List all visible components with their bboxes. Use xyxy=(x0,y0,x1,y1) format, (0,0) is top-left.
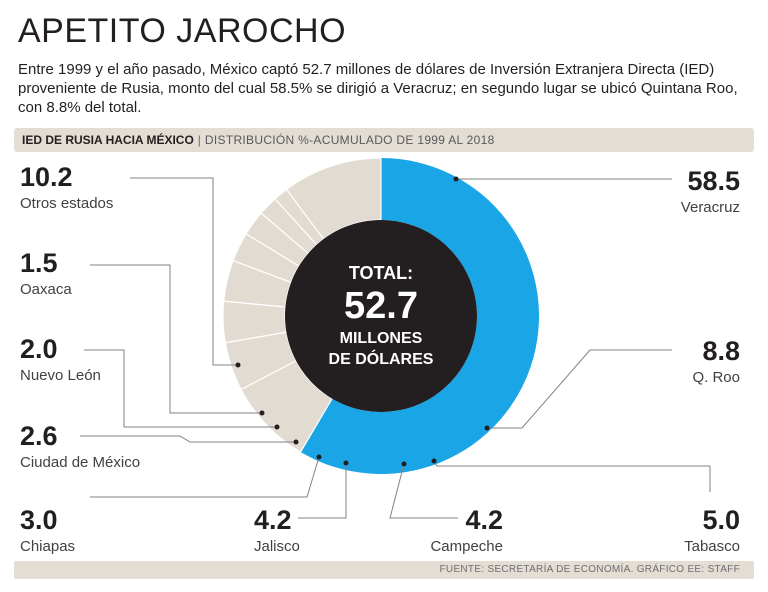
center-total-label: TOTAL: xyxy=(349,263,413,283)
value-label-campeche: 4.2 xyxy=(465,505,503,535)
donut-center: TOTAL: 52.7 MILLONES DE DÓLARES xyxy=(285,220,477,412)
leader-line xyxy=(90,456,320,498)
center-circle xyxy=(285,220,477,412)
category-label-veracruz: Veracruz xyxy=(681,199,740,216)
leader-dot xyxy=(235,362,241,368)
leader-dot xyxy=(316,454,322,460)
leader-dot xyxy=(259,410,265,416)
leader-dot xyxy=(484,425,490,431)
center-unit-line2: DE DÓLARES xyxy=(329,349,434,368)
intro-text: Entre 1999 y el año pasado, México captó… xyxy=(18,61,738,116)
leader-dot xyxy=(401,461,407,467)
category-label-otros-estados: Otros estados xyxy=(20,195,113,212)
value-label-veracruz: 58.5 xyxy=(687,166,740,196)
value-label-chiapas: 3.0 xyxy=(20,505,58,535)
category-label-oaxaca: Oaxaca xyxy=(20,281,72,298)
leader-line xyxy=(389,463,458,519)
category-label-q-roo: Q. Roo xyxy=(692,369,740,386)
category-label-campeche: Campeche xyxy=(430,538,503,555)
donut-slices xyxy=(222,157,539,474)
leader-line xyxy=(80,435,296,443)
slice-labels: 58.5 Veracruz 8.8 Q. Roo 5.0 Tabasco 4.2 Campec… xyxy=(20,162,740,555)
slice-veracruz xyxy=(300,158,539,474)
value-label-tabasco: 5.0 xyxy=(702,505,740,535)
category-label-jalisco: Jalisco xyxy=(254,538,300,555)
leader-line xyxy=(84,349,277,428)
value-label-otros-estados: 10.2 xyxy=(20,162,73,192)
leader-dot xyxy=(431,458,437,464)
page-title: APETITO JAROCHO xyxy=(18,12,347,50)
chart-subtitle: DISTRIBUCIÓN %-ACUMULADO DE 1999 AL 2018 xyxy=(204,133,495,147)
center-total-value: 52.7 xyxy=(344,285,418,327)
value-label-nuevo-le-n: 2.0 xyxy=(20,334,58,364)
leader-line xyxy=(487,349,672,429)
value-label-ciudad-de-m-xico: 2.6 xyxy=(20,421,58,451)
category-label-tabasco: Tabasco xyxy=(684,538,740,555)
leader-line xyxy=(298,463,347,519)
value-label-jalisco: 4.2 xyxy=(254,505,292,535)
chart-header-bar: IED DE RUSIA HACIA MÉXICO | DISTRIBUCIÓN %… xyxy=(14,128,754,152)
leader-line xyxy=(433,460,711,492)
leader-dot xyxy=(453,176,459,182)
value-label-oaxaca: 1.5 xyxy=(20,248,58,278)
leader-dot xyxy=(293,439,299,445)
category-label-ciudad-de-m-xico: Ciudad de México xyxy=(20,454,140,471)
leader-line xyxy=(130,177,238,366)
leader-dot xyxy=(343,460,349,466)
leader-line xyxy=(90,264,262,414)
leader-lines xyxy=(80,176,711,519)
center-unit-line1: MILLONES xyxy=(340,330,423,347)
chart-section-label: IED DE RUSIA HACIA MÉXICO xyxy=(22,133,194,147)
source-footer: FUENTE: SECRETARÍA DE ECONOMÍA. GRÁFICO … xyxy=(14,561,754,579)
value-label-q-roo: 8.8 xyxy=(702,336,740,366)
header-separator: | xyxy=(197,133,201,147)
leader-dot xyxy=(274,424,280,430)
category-label-nuevo-le-n: Nuevo León xyxy=(20,367,101,384)
category-label-chiapas: Chiapas xyxy=(20,538,75,555)
